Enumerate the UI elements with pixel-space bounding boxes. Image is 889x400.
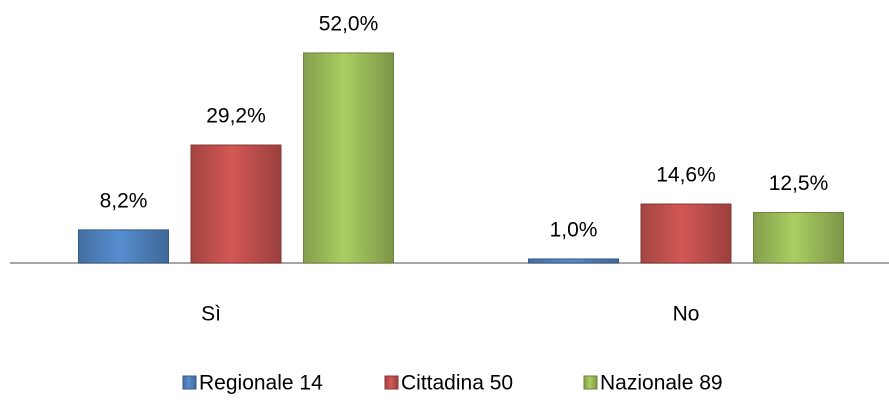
legend-swatch — [384, 375, 399, 390]
value-label: 8,2% — [100, 189, 148, 212]
value-label: 14,6% — [656, 164, 716, 187]
legend-swatch — [182, 375, 197, 390]
value-label: 12,5% — [769, 172, 829, 195]
legend-label: Regionale 14 — [199, 372, 323, 395]
legend-swatch — [583, 375, 598, 390]
bar — [303, 52, 394, 264]
value-label: 52,0% — [319, 12, 379, 35]
x-tick-label: Sì — [201, 303, 221, 326]
x-tick-label: No — [673, 303, 700, 326]
bar — [753, 212, 844, 264]
legend-label: Nazionale 89 — [600, 372, 723, 395]
value-label: 1,0% — [550, 219, 598, 242]
bar — [190, 144, 282, 264]
bar — [78, 229, 169, 264]
value-label: 29,2% — [206, 105, 266, 128]
bar — [528, 258, 619, 264]
legend-label: Cittadina 50 — [401, 372, 513, 395]
bar — [640, 203, 732, 264]
